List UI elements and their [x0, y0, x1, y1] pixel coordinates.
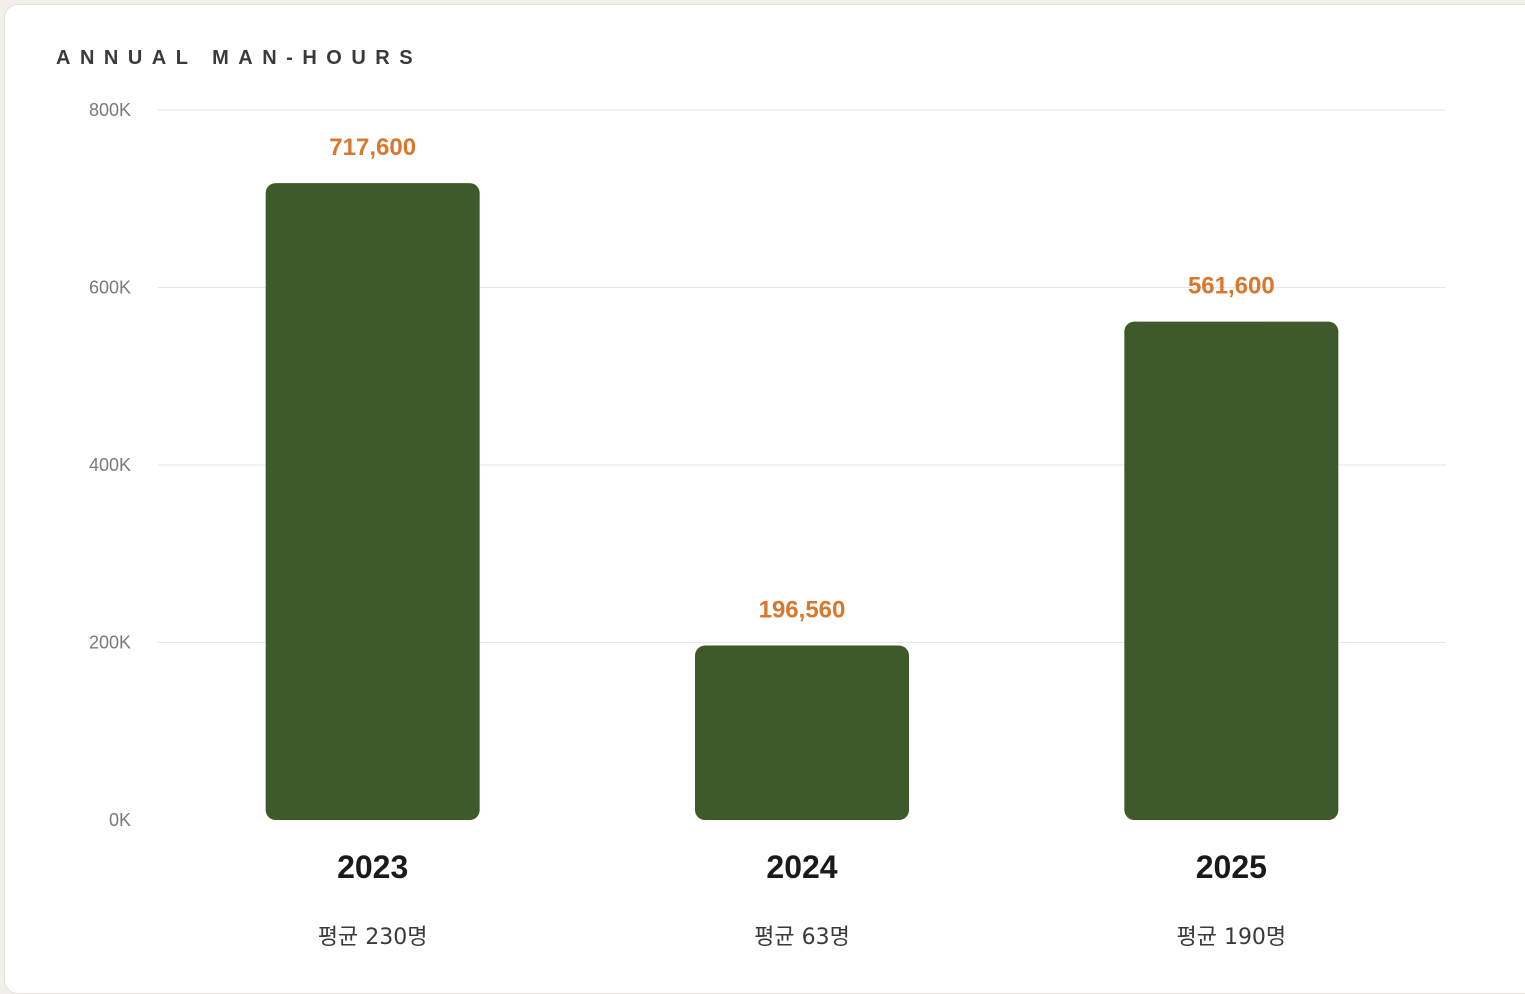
value-label-2024: 196,560	[759, 597, 846, 624]
sub-label-2024: 평균 63명	[754, 925, 850, 950]
value-label-2023: 717,600	[329, 134, 416, 161]
y-axis-ticks: 0K 200K 400K 600K 800K	[89, 100, 131, 830]
category-label-2023: 2023	[337, 849, 408, 885]
y-tick-label: 0K	[109, 810, 131, 830]
bar-2025	[1124, 321, 1339, 820]
y-tick-label: 400K	[89, 455, 131, 475]
category-label-2025: 2025	[1196, 849, 1267, 885]
category-label-2024: 2024	[766, 849, 837, 885]
sub-label-2023: 평균 230명	[318, 925, 428, 950]
y-tick-label: 600K	[89, 278, 131, 298]
labels: 717,600 2023 평균 230명 196,560 2024 평균 63명 561,6…	[318, 134, 1286, 950]
y-tick-label: 800K	[89, 100, 131, 120]
sub-label-2025: 평균 190명	[1176, 925, 1286, 950]
y-tick-label: 200K	[89, 633, 131, 653]
chart-title: ANNUAL MAN-HOURS	[56, 47, 423, 69]
value-label-2025: 561,600	[1188, 273, 1275, 300]
bar-2023	[265, 183, 480, 820]
bars	[265, 183, 1339, 820]
bar-2024	[695, 645, 909, 820]
